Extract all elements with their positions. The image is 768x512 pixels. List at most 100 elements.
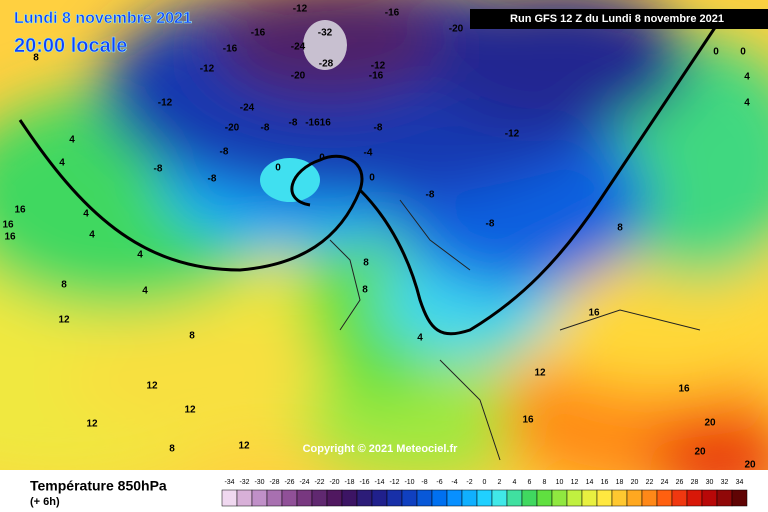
contour-label: -8 bbox=[154, 164, 163, 175]
scale-swatch bbox=[416, 489, 433, 507]
scale-swatch bbox=[641, 489, 658, 507]
contour-label: -16 bbox=[251, 28, 266, 39]
contour-label: 20 bbox=[744, 460, 756, 471]
scale-label: 28 bbox=[691, 479, 699, 486]
contour-label: 0 bbox=[369, 173, 375, 184]
contour-label: 12 bbox=[534, 368, 546, 379]
scale-swatch bbox=[716, 489, 733, 507]
scale-swatch bbox=[611, 489, 628, 507]
contour-label: 16 bbox=[678, 384, 690, 395]
contour-label: -16 bbox=[223, 44, 238, 55]
scale-label: 30 bbox=[706, 479, 714, 486]
scale-label: -20 bbox=[329, 479, 339, 486]
contour-label: 16 bbox=[588, 308, 600, 319]
contour-label: 16 bbox=[522, 415, 534, 426]
contour-label: 12 bbox=[146, 381, 158, 392]
forecast-step: (+ 6h) bbox=[30, 496, 60, 508]
scale-label: -32 bbox=[239, 479, 249, 486]
contour-label: -32 bbox=[318, 28, 333, 39]
scale-label: -10 bbox=[404, 479, 414, 486]
copyright: Copyright © 2021 Meteociel.fr bbox=[303, 443, 459, 455]
contour-label: -8 bbox=[208, 174, 217, 185]
contour-label: -8 bbox=[426, 190, 435, 201]
scale-label: 4 bbox=[513, 479, 517, 486]
scale-label: 14 bbox=[586, 479, 594, 486]
scale-swatch bbox=[596, 489, 613, 507]
map-time: 20:00 locale bbox=[14, 35, 127, 57]
scale-swatch bbox=[551, 489, 568, 507]
scale-label: 22 bbox=[646, 479, 654, 486]
contour-label: 4 bbox=[69, 135, 75, 146]
scale-swatch bbox=[521, 489, 538, 507]
scale-label: -26 bbox=[284, 479, 294, 486]
scale-swatch bbox=[221, 489, 238, 507]
run-banner bbox=[470, 9, 768, 29]
scale-label: 12 bbox=[571, 479, 579, 486]
scale-swatch bbox=[506, 489, 523, 507]
contour-label: -24 bbox=[291, 42, 306, 53]
scale-label: 26 bbox=[676, 479, 684, 486]
contour-label: -12 bbox=[200, 64, 215, 75]
contour-label: -16 bbox=[369, 71, 384, 82]
contour-label: 8 bbox=[362, 285, 368, 296]
scale-label: -14 bbox=[374, 479, 384, 486]
contour-label: 12 bbox=[238, 441, 250, 452]
run-info: Run GFS 12 Z du Lundi 8 novembre 2021 bbox=[510, 13, 724, 25]
contour-label: -1616 bbox=[305, 118, 331, 129]
scale-swatch bbox=[356, 489, 373, 507]
contour-label: 16 bbox=[4, 232, 16, 243]
contour-label: -8 bbox=[289, 118, 298, 129]
scale-swatch bbox=[296, 489, 313, 507]
scale-swatch bbox=[371, 489, 388, 507]
scale-swatch bbox=[266, 489, 283, 507]
contour-label: -20 bbox=[225, 123, 240, 134]
scale-label: 16 bbox=[601, 479, 609, 486]
scale-label: 20 bbox=[631, 479, 639, 486]
scale-swatch bbox=[311, 489, 328, 507]
scale-label: -34 bbox=[224, 479, 234, 486]
contour-label: -28 bbox=[319, 59, 334, 70]
scale-label: -30 bbox=[254, 479, 264, 486]
scale-swatch bbox=[581, 489, 598, 507]
contour-label: -12 bbox=[505, 129, 520, 140]
contour-label: -8 bbox=[261, 123, 270, 134]
contour-label: -24 bbox=[240, 103, 255, 114]
scale-label: -16 bbox=[359, 479, 369, 486]
scale-label: -4 bbox=[451, 479, 457, 486]
scale-swatch bbox=[446, 489, 463, 507]
contour-label: -16 bbox=[385, 8, 400, 19]
scale-label: 32 bbox=[721, 479, 729, 486]
contour-label: 4 bbox=[142, 286, 148, 297]
contour-label: 0 bbox=[740, 47, 746, 58]
scale-label: 10 bbox=[556, 479, 564, 486]
scale-label: -8 bbox=[421, 479, 427, 486]
contour-label: 0 bbox=[713, 47, 719, 58]
contour-label: 12 bbox=[86, 419, 98, 430]
contour-label: 4 bbox=[744, 72, 750, 83]
scale-swatch bbox=[401, 489, 418, 507]
scale-swatch bbox=[566, 489, 583, 507]
contour-label: -8 bbox=[374, 123, 383, 134]
scale-label: 24 bbox=[661, 479, 669, 486]
contour-label: 16 bbox=[2, 220, 14, 231]
scale-label: 8 bbox=[543, 479, 547, 486]
scale-label: -12 bbox=[389, 479, 399, 486]
scale-swatch bbox=[656, 489, 673, 507]
scale-label: -2 bbox=[466, 479, 472, 486]
scale-swatch bbox=[341, 489, 358, 507]
contour-label: 4 bbox=[89, 230, 95, 241]
scale-label: -18 bbox=[344, 479, 354, 486]
scale-swatch bbox=[461, 489, 478, 507]
scale-swatch bbox=[236, 489, 253, 507]
contour-label: 8 bbox=[363, 258, 369, 269]
scale-swatch bbox=[251, 489, 268, 507]
scale-label: 0 bbox=[483, 479, 487, 486]
contour-label: 20 bbox=[694, 447, 706, 458]
contour-label: -20 bbox=[449, 24, 464, 35]
contour-label: 8 bbox=[61, 280, 67, 291]
scale-label: 2 bbox=[498, 479, 502, 486]
scale-swatch bbox=[431, 489, 448, 507]
contour-label: -4 bbox=[364, 148, 373, 159]
scale-label: 18 bbox=[616, 479, 624, 486]
